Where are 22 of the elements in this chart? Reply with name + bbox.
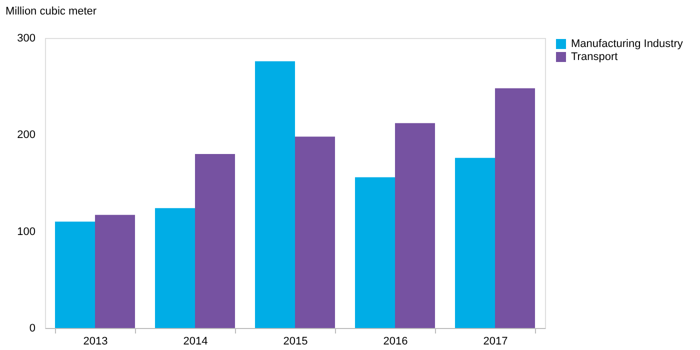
bar — [395, 123, 435, 328]
bar — [295, 136, 335, 328]
bar — [255, 61, 295, 328]
y-tick-label: 0 — [29, 322, 36, 334]
bar — [155, 208, 195, 328]
bar — [495, 88, 535, 328]
x-tick-label: 2014 — [183, 336, 208, 348]
legend-label: Transport — [571, 51, 618, 63]
x-tick-label: 2017 — [483, 336, 508, 348]
y-tick-label: 200 — [17, 129, 36, 142]
x-tick-label: 2015 — [283, 336, 308, 348]
bar — [455, 158, 495, 328]
y-tick-label: 100 — [17, 226, 36, 238]
y-tick-label: 300 — [17, 32, 36, 44]
bar — [355, 177, 395, 328]
x-tick-label: 2013 — [83, 336, 108, 348]
legend-label: Manufacturing Industry — [571, 38, 684, 50]
y-axis-title: Million cubic meter — [6, 6, 97, 18]
x-tick-label: 2016 — [383, 336, 408, 348]
bar — [55, 222, 95, 328]
bar — [95, 214, 135, 328]
bar — [195, 154, 235, 328]
